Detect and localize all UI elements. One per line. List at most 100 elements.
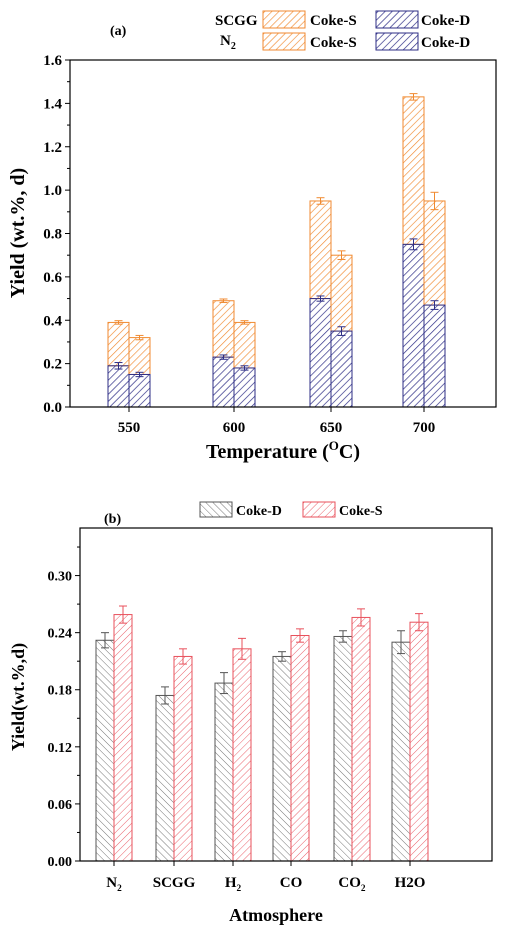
a-x-tick-label: 550	[118, 420, 141, 436]
error-bar-coke-d-n2-600	[240, 365, 249, 371]
legend-swatch-coke-s-n2	[262, 32, 306, 51]
error-bar-coke-d-scgg-650	[316, 295, 325, 302]
error-bar-coke-s-scgg-700	[409, 93, 418, 101]
panel-a-legend: SCGG N2 Coke-S Coke-D Coke-S Coke-D	[215, 10, 470, 52]
bar-coke-d-scgg-600	[212, 356, 235, 408]
b-y-tick-label: 0.18	[48, 684, 73, 699]
bar-coke-s-n2-550	[128, 337, 151, 375]
bar-coke-s-n2-600	[233, 321, 256, 369]
b-x-tick-label: CO2	[338, 875, 366, 894]
bar-coke-s-scgg	[173, 655, 193, 862]
b-y-tick-label: 0.06	[48, 798, 73, 813]
b-x-tick-label: SCGG	[153, 875, 196, 891]
a-y-tick-label: 0.6	[43, 270, 62, 286]
legend-label-coke-s: Coke-S	[339, 504, 383, 519]
a-y-tick-label: 1.0	[43, 183, 62, 199]
b-y-tick-label: 0.12	[48, 741, 73, 756]
error-bar-coke-s-co2	[357, 608, 365, 627]
error-bar-coke-s-scgg-650	[316, 197, 325, 205]
a-y-tick-label: 0.4	[43, 313, 62, 329]
legend-label-coke-d-n2: Coke-D	[421, 35, 470, 51]
legend-swatch-coke-s	[302, 501, 336, 518]
bar-coke-d-scgg-550	[107, 365, 130, 408]
legend-swatch-coke-d	[199, 501, 233, 518]
error-bar-coke-s-scgg-550	[114, 320, 123, 325]
error-bar-coke-s-scgg	[179, 648, 187, 665]
error-bar-coke-s-h2o	[415, 613, 423, 632]
error-bar-coke-d-scgg-700	[409, 238, 418, 251]
a-y-tick-label: 1.2	[43, 140, 62, 156]
panel-b-y-axis-title: Yield(wt.%,d)	[8, 643, 29, 751]
error-bar-coke-s-n2	[119, 605, 127, 624]
bar-coke-d-n2-700	[423, 304, 446, 408]
b-x-tick-label: N2	[106, 875, 122, 894]
a-x-tick-label: 600	[223, 420, 246, 436]
b-y-tick-label: 0.30	[48, 570, 73, 585]
error-bar-coke-d-n2	[101, 632, 109, 649]
a-y-tick-label: 1.4	[43, 96, 62, 112]
a-x-tick-label: 650	[320, 420, 343, 436]
panel-b-ticks: 0.00 0.06 0.12 0.18 0.24 0.30 N2 SCGG H2 CO CO2 H2O	[48, 546, 426, 894]
bar-coke-s-n2	[113, 614, 133, 862]
bar-coke-d-scgg-650	[309, 298, 332, 408]
error-bar-coke-d-co	[278, 651, 286, 662]
b-x-tick-label: H2O	[395, 875, 426, 891]
legend-row-scgg: SCGG	[215, 13, 258, 29]
panel-a-y-axis-title: Yield (wt.%, d)	[7, 168, 29, 298]
legend-label-coke-s-scgg: Coke-S	[310, 13, 357, 29]
b-x-tick-label: H2	[225, 875, 242, 894]
bar-coke-s-scgg-700	[402, 96, 425, 245]
a-y-tick-label: 1.6	[43, 53, 62, 69]
bar-coke-s-h2	[232, 648, 252, 862]
error-bar-coke-d-scgg-550	[114, 362, 123, 370]
bar-coke-s-scgg-550	[107, 321, 130, 367]
bar-coke-s-co	[290, 635, 310, 862]
b-y-tick-label: 0.00	[48, 855, 73, 870]
error-bar-coke-d-scgg-600	[219, 354, 228, 360]
error-bar-coke-s-scgg-600	[219, 298, 228, 303]
bar-coke-s-scgg-650	[309, 200, 332, 300]
bar-coke-d-scgg-700	[402, 243, 425, 408]
bar-coke-s-n2-650	[330, 254, 353, 332]
panel-b-frame	[79, 527, 493, 862]
bar-coke-d-co	[272, 655, 292, 862]
bar-coke-d-h2	[214, 682, 234, 862]
bar-coke-s-h2o	[409, 621, 429, 862]
panel-a-bars	[107, 93, 446, 408]
legend-swatch-coke-d-n2	[375, 32, 419, 51]
a-y-tick-label: 0.0	[43, 400, 62, 416]
a-x-tick-label: 700	[413, 420, 436, 436]
error-bar-coke-d-h2	[220, 672, 228, 695]
error-bar-coke-d-n2-650	[337, 326, 346, 336]
error-bar-coke-s-n2-550	[135, 334, 144, 341]
legend-swatch-coke-d-scgg	[375, 10, 419, 29]
b-y-tick-label: 0.24	[48, 627, 73, 642]
error-bar-coke-d-n2-550	[135, 371, 144, 378]
bar-coke-s-n2-700	[423, 200, 446, 306]
error-bar-coke-s-co	[296, 628, 304, 643]
legend-swatch-coke-s-scgg	[262, 10, 306, 29]
bar-coke-s-scgg-600	[212, 300, 235, 358]
error-bar-coke-d-n2-700	[430, 300, 439, 310]
panel-b: (b) Coke-D Coke-S 0.000.060.120.180.240.…	[8, 501, 493, 925]
bar-coke-d-n2-650	[330, 330, 353, 408]
a-y-tick-label: 0.2	[43, 357, 62, 373]
bar-coke-d-n2-600	[233, 367, 256, 408]
bar-coke-d-n2-550	[128, 373, 151, 408]
error-bar-coke-s-n2-700	[430, 191, 439, 211]
panel-a-label: (a)	[110, 24, 127, 39]
legend-label-coke-d-scgg: Coke-D	[421, 13, 470, 29]
bar-coke-d-scgg	[155, 694, 175, 862]
panel-a: (a) SCGG N2 Coke-S Coke-D Coke-S Coke-D …	[7, 10, 497, 463]
b-x-tick-label: CO	[280, 875, 303, 891]
bar-coke-d-h2o	[391, 641, 411, 862]
error-bar-coke-s-n2-650	[337, 250, 346, 261]
error-bar-coke-s-n2-600	[240, 320, 249, 325]
a-y-tick-label: 0.8	[43, 227, 62, 243]
bar-coke-d-n2	[95, 639, 115, 862]
legend-row-n2: N2	[220, 33, 236, 52]
legend-label-coke-d: Coke-D	[236, 504, 282, 519]
panel-b-x-axis-title: Atmosphere	[229, 905, 323, 925]
error-bar-coke-d-scgg	[161, 686, 169, 705]
